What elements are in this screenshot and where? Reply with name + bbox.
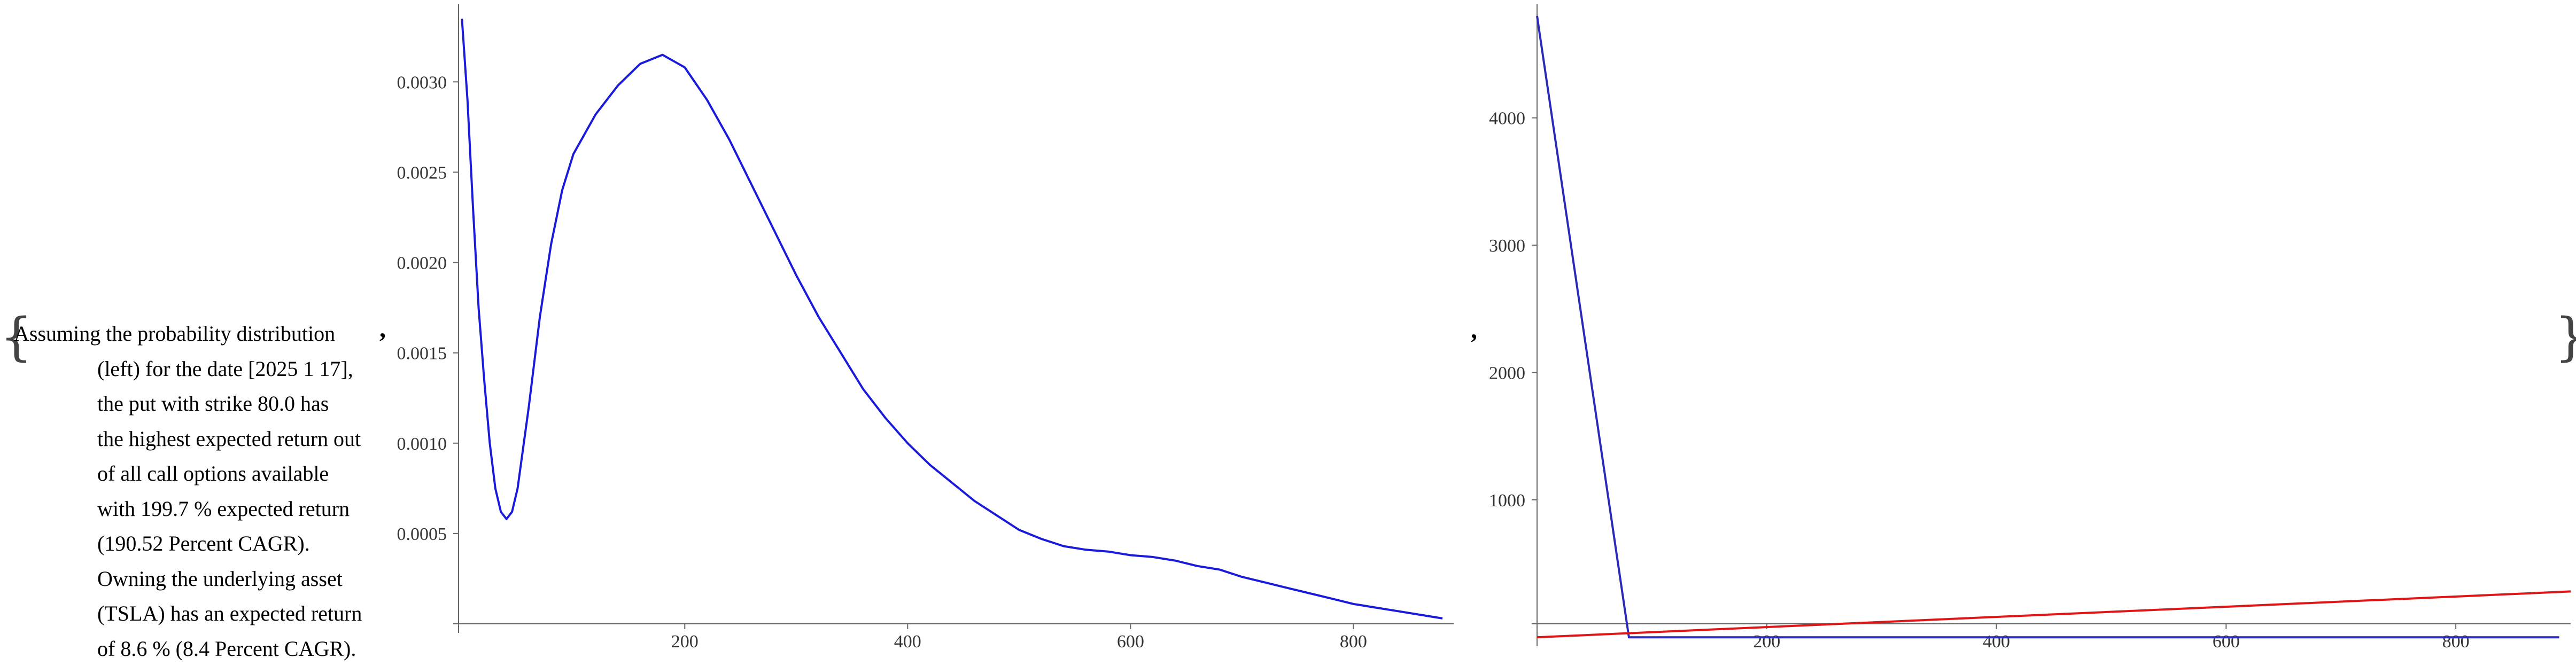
x-tick-label: 600 [2213, 632, 2240, 652]
y-tick-label: 2000 [1489, 363, 1525, 383]
y-tick-label: 4000 [1489, 109, 1525, 129]
x-tick-label: 200 [1753, 632, 1780, 652]
x-tick-label: 400 [1983, 632, 2010, 652]
y-tick-label: 1000 [1489, 491, 1525, 511]
series-line-1 [1537, 16, 2559, 637]
series-line-2 [1537, 591, 2571, 637]
y-tick-label: 3000 [1489, 236, 1525, 256]
x-tick-label: 800 [2442, 632, 2470, 652]
